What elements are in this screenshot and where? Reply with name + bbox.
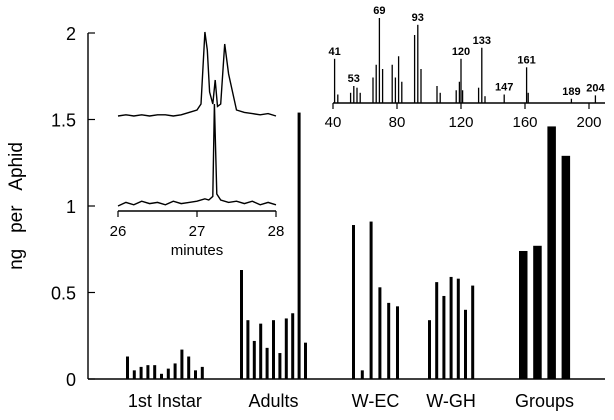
ms-peak-label: 161 bbox=[517, 54, 535, 66]
x-category-label: W-EC bbox=[352, 391, 400, 411]
bar bbox=[173, 363, 177, 379]
x-category-label: 1st Instar bbox=[128, 391, 202, 411]
bar bbox=[378, 287, 382, 379]
bar bbox=[240, 270, 243, 379]
ms-peak-label: 147 bbox=[495, 82, 513, 94]
x-category-label: Adults bbox=[248, 391, 298, 411]
bar bbox=[153, 365, 157, 379]
bar bbox=[160, 373, 163, 379]
bar bbox=[200, 366, 204, 379]
ms-peak-label: 120 bbox=[452, 46, 470, 58]
bar bbox=[533, 245, 542, 379]
ms-x-tick-label: 160 bbox=[512, 114, 537, 131]
bar bbox=[291, 313, 295, 379]
bar bbox=[304, 342, 307, 379]
y-tick-label: 1 bbox=[66, 197, 76, 217]
bar bbox=[265, 347, 269, 379]
bar bbox=[449, 276, 453, 379]
ms-x-tick-label: 120 bbox=[448, 114, 473, 131]
bar bbox=[166, 368, 170, 379]
bar bbox=[272, 320, 275, 379]
ms-peak-label: 41 bbox=[328, 46, 340, 58]
bar bbox=[471, 285, 475, 379]
bar bbox=[126, 356, 129, 379]
bar bbox=[396, 306, 399, 379]
ms-x-tick-label: 40 bbox=[325, 114, 342, 131]
y-tick-label: 0.5 bbox=[51, 284, 76, 304]
inset-x-tick-label: 27 bbox=[189, 223, 206, 240]
ms-peak-label: 189 bbox=[562, 86, 580, 98]
y-tick-label: 1.5 bbox=[51, 111, 76, 131]
y-axis-label: ng per Aphid bbox=[6, 142, 27, 270]
ms-peak-label: 53 bbox=[348, 73, 360, 85]
bar bbox=[561, 155, 571, 379]
ms-peak-label: 204 bbox=[586, 82, 605, 94]
bar bbox=[246, 320, 250, 379]
bar bbox=[464, 309, 467, 379]
inset-x-tick-label: 28 bbox=[268, 223, 285, 240]
bar bbox=[547, 126, 556, 379]
bar bbox=[297, 112, 301, 379]
bar bbox=[352, 225, 355, 379]
inset-x-tick-label: 26 bbox=[110, 223, 127, 240]
bar bbox=[187, 356, 191, 379]
ms-peak-label: 93 bbox=[412, 12, 424, 24]
bar bbox=[442, 295, 446, 379]
bar bbox=[132, 370, 136, 379]
bar bbox=[428, 320, 431, 379]
bar bbox=[519, 250, 528, 379]
y-tick-label: 2 bbox=[66, 24, 76, 44]
bar bbox=[259, 323, 263, 379]
trace-line bbox=[117, 103, 277, 207]
bar bbox=[278, 353, 282, 379]
bar bbox=[369, 221, 373, 379]
trace-line bbox=[117, 31, 277, 117]
bar bbox=[435, 282, 439, 379]
bar bbox=[456, 278, 460, 379]
y-tick-label: 0 bbox=[66, 370, 76, 390]
bar bbox=[180, 349, 184, 379]
bar bbox=[146, 365, 150, 379]
bar bbox=[284, 318, 288, 379]
ms-x-tick-label: 200 bbox=[576, 114, 601, 131]
bar bbox=[360, 370, 364, 379]
bar bbox=[194, 370, 197, 379]
ms-peak-label: 133 bbox=[473, 35, 491, 47]
bar bbox=[252, 340, 256, 379]
inset-x-axis-label: minutes bbox=[171, 242, 224, 259]
ms-x-tick-label: 80 bbox=[389, 114, 406, 131]
chromatogram-inset: 26 27 28 minutes bbox=[110, 31, 285, 259]
bar bbox=[387, 302, 391, 379]
x-category-label: Groups bbox=[515, 391, 574, 411]
ms-peak-label: 69 bbox=[373, 5, 385, 17]
main-bar-chart: 0 0.5 1 1.5 2 ng per Aphid 1st Instar Adults W-E… bbox=[6, 24, 605, 411]
bar bbox=[139, 366, 143, 379]
x-category-label: W-GH bbox=[426, 391, 476, 411]
